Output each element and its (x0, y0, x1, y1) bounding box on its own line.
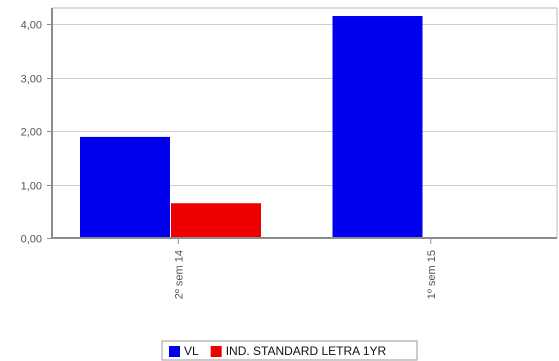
legend: VL IND. STANDARD LETRA 1YR (161, 340, 418, 361)
y-tick-label: 2,00 (21, 127, 42, 139)
legend-label[interactable]: VL (184, 344, 199, 358)
legend-label[interactable]: IND. STANDARD LETRA 1YR (226, 344, 387, 358)
bar-vl-2[interactable] (332, 16, 423, 239)
y-tick-label: 4,00 (21, 20, 42, 32)
x-tick-label: 2º sem 14 (173, 250, 185, 299)
bar-ind-standard-1[interactable] (171, 203, 261, 238)
bar-vl-1[interactable] (80, 136, 170, 238)
axis-layer: 0,00 1,00 2,00 3,00 4,00 2º sem 14 1º sem 15 (21, 8, 557, 299)
x-tick-label: 1º sem 15 (426, 250, 438, 299)
legend-box (161, 340, 418, 361)
bars-layer (80, 16, 423, 239)
y-tick-label: 0,00 (21, 234, 42, 246)
legend-swatch (169, 346, 180, 357)
y-tick-label: 1,00 (21, 181, 42, 193)
y-tick-label: 3,00 (21, 74, 42, 86)
legend-swatch (210, 346, 222, 357)
